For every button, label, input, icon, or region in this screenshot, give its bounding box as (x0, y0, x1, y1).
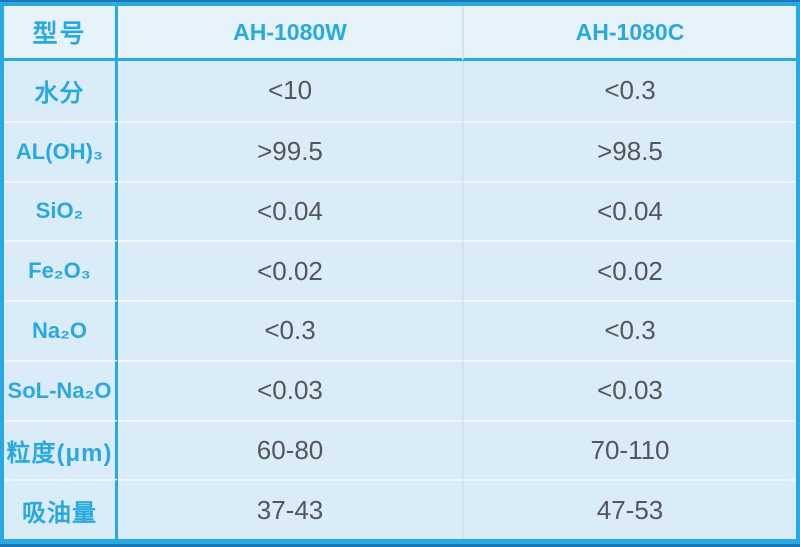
header-cell-model: 型号 (4, 6, 118, 61)
spec-table: 型号 AH-1080W AH-1080C 水分 <10 <0.3 AL(OH)₃… (4, 6, 796, 539)
value-fe2o3-c: <0.02 (462, 240, 796, 300)
row-label-fe2o3: Fe₂O₃ (4, 240, 118, 300)
value-aloh3-c: >98.5 (462, 120, 796, 181)
value-particle-size-c: 70-110 (462, 419, 796, 480)
header-cell-ah-1080c: AH-1080C (462, 6, 796, 61)
header-cell-ah-1080w: AH-1080W (118, 6, 462, 61)
value-moisture-c: <0.3 (462, 61, 796, 121)
value-sol-na2o-c: <0.03 (462, 359, 796, 420)
value-sio2-c: <0.04 (462, 180, 796, 241)
value-moisture-w: <10 (267, 75, 313, 106)
value-oil-absorption-c: 47-53 (462, 479, 796, 539)
row-label-particle-size: 粒度(μm) (4, 419, 118, 480)
value-sio2-w: <0.04 (118, 180, 462, 241)
row-label-aloh3: AL(OH)₃ (4, 120, 118, 181)
value-particle-size-w: 60-80 (118, 419, 462, 480)
row-label-sol-na2o: SoL-Na₂O (4, 359, 118, 420)
value-na2o-w: <0.3 (118, 300, 462, 360)
row-label-sio2: SiO₂ (4, 180, 118, 241)
row-label-moisture: 水分 (4, 61, 118, 121)
row-label-oil-absorption: 吸油量 (4, 479, 118, 539)
value-aloh3-w: >99.5 (118, 120, 462, 181)
value-na2o-c: <0.3 (462, 300, 796, 360)
row-label-na2o: Na₂O (4, 300, 118, 360)
value-oil-absorption-w: 37-43 (118, 479, 462, 539)
value-sol-na2o-w: <0.03 (118, 359, 462, 420)
value-fe2o3-w: <0.02 (118, 240, 462, 300)
